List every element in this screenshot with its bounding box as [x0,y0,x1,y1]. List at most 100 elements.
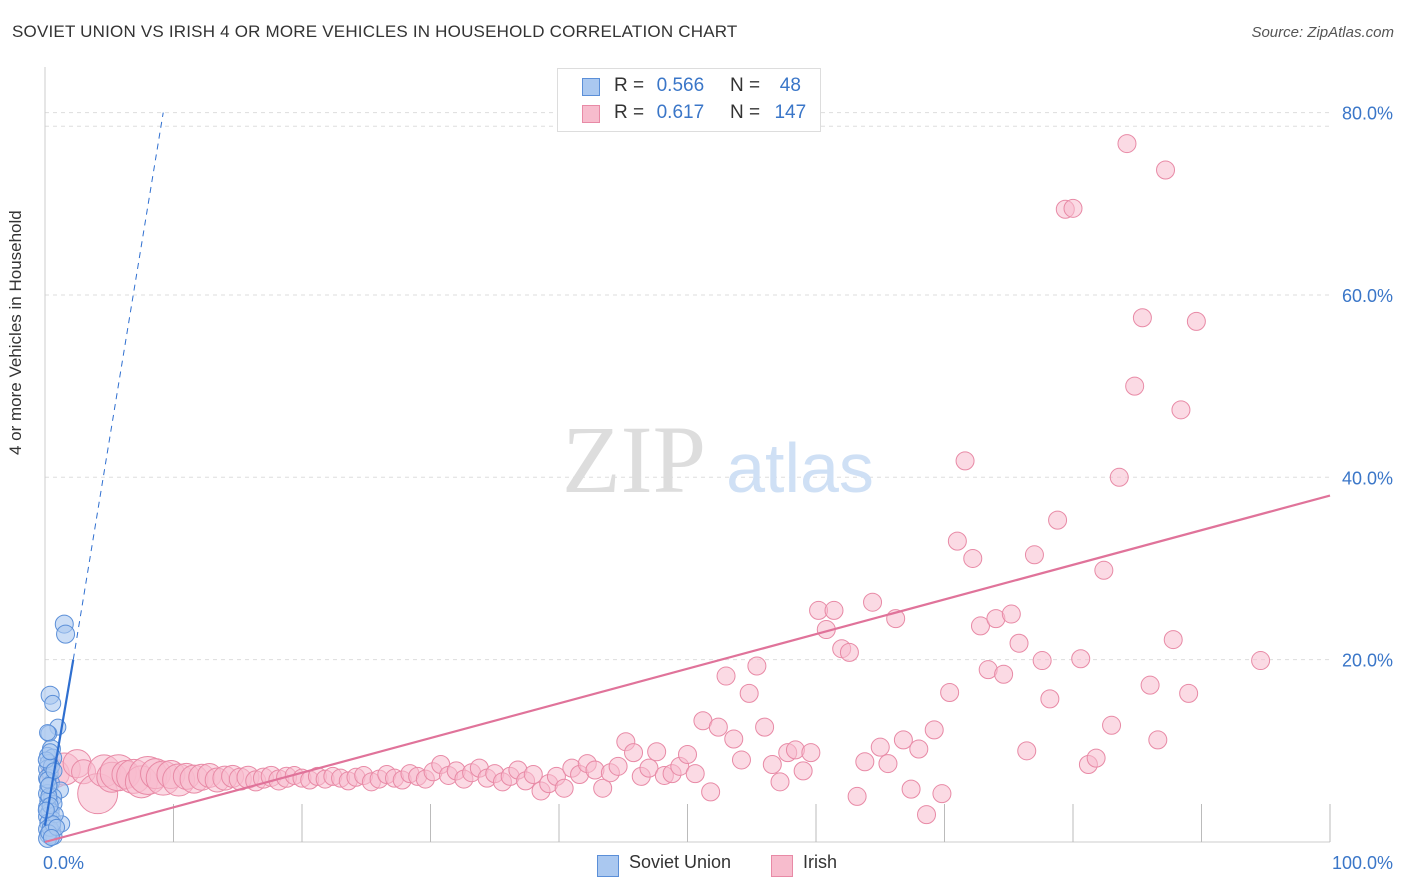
irish-r-value: 0.617 [656,102,705,123]
y-tick-label-3: 80.0% [1342,104,1393,124]
irish-point-87 [724,729,744,749]
source-label: Source: ZipAtlas.com [1251,24,1394,41]
irish-swatch [582,105,600,123]
irish-point-93 [770,772,790,792]
irish-trend-line [44,494,1331,844]
irish-r-label: R = [614,102,645,123]
irish-point-105 [863,592,883,612]
irish-point-69 [585,760,605,780]
irish-point-110 [901,779,921,799]
irish-point-128 [1040,689,1060,709]
irish-point-122 [994,664,1014,684]
irish-point-117 [955,451,975,471]
irish-point-127 [1032,651,1052,671]
irish-point-65 [554,778,574,798]
x-tick-label-1: 100.0% [1332,853,1393,873]
irish-point-134 [1086,748,1106,768]
legend-soviet-swatch [597,855,619,877]
irish-point-61 [523,765,543,785]
soviet-point-3 [44,694,62,712]
stats-legend: R = 0.566 N = 48 R = 0.617 N = 147 [557,68,821,132]
irish-point-142 [1148,730,1168,750]
irish-point-141 [1140,675,1160,695]
irish-point-116 [947,531,967,551]
irish-point-123 [1001,604,1021,624]
irish-point-109 [893,730,913,750]
irish-point-97 [801,743,821,763]
irish-point-72 [608,756,628,776]
soviet-point-44 [39,724,57,742]
axes [44,67,1331,843]
irish-point-113 [924,720,944,740]
irish-point-135 [1094,560,1114,580]
irish-point-146 [1179,683,1199,703]
watermark: ZIP atlas [562,406,874,513]
irish-point-143 [1156,160,1176,180]
irish-point-84 [701,782,721,802]
irish-point-125 [1017,741,1037,761]
legend-soviet-label: Soviet Union [629,852,732,872]
trend-lines [43,112,1331,844]
irish-point-86 [716,666,736,686]
irish-point-104 [855,752,875,772]
irish-point-114 [932,784,952,804]
soviet-r-label: R = [614,75,645,96]
soviet-swatch [582,78,600,96]
irish-point-102 [839,642,859,662]
irish-point-144 [1163,630,1183,650]
irish-point-96 [793,761,813,781]
y-axis-label: 4 or more Vehicles in Household [6,210,25,455]
irish-point-145 [1171,400,1191,420]
irish-point-88 [731,750,751,770]
soviet-trend-extension [72,112,164,660]
irish-point-81 [678,744,697,764]
irish-point-115 [940,682,960,702]
soviet-r-value: 0.566 [656,75,705,96]
series-irish-points [40,134,1271,825]
irish-point-132 [1071,649,1091,669]
irish-point-147 [1186,311,1206,331]
irish-point-119 [970,616,990,636]
irish-point-100 [824,600,844,620]
y-tick-label-1: 40.0% [1342,468,1393,488]
irish-point-77 [647,742,667,762]
irish-point-90 [747,656,767,676]
irish-point-82 [685,764,705,784]
soviet-point-1 [56,624,76,644]
irish-point-85 [708,717,728,737]
irish-point-118 [963,548,983,568]
legend-irish-swatch [771,855,793,877]
series-soviet-points [37,614,76,848]
irish-n-label: N = [729,102,761,123]
irish-point-112 [917,805,937,825]
irish-point-148 [1251,651,1271,671]
irish-point-76 [639,758,659,778]
irish-point-70 [593,778,613,798]
tick-labels: 20.0% 40.0% 60.0% 80.0% 0.0% 100.0% [43,104,1393,873]
irish-point-111 [909,739,929,759]
irish-point-136 [1102,715,1122,735]
y-tick-label-2: 60.0% [1342,286,1393,306]
irish-point-103 [847,786,867,806]
irish-point-139 [1125,376,1145,396]
irish-point-91 [755,717,775,737]
soviet-point-43 [42,828,60,846]
irish-point-107 [878,754,898,774]
irish-n-value: 147 [774,102,807,123]
soviet-n-label: N = [729,75,761,96]
irish-point-126 [1024,545,1044,565]
irish-point-138 [1117,134,1137,154]
irish-point-140 [1132,308,1152,328]
chart-title: SOVIET UNION VS IRISH 4 OR MORE VEHICLES… [12,22,738,41]
x-tick-label-0: 0.0% [43,853,84,873]
irish-point-129 [1048,510,1068,530]
soviet-point-47 [40,776,58,794]
irish-point-74 [624,743,644,763]
y-tick-label-0: 20.0% [1342,651,1393,671]
irish-point-124 [1009,633,1029,653]
irish-point-137 [1109,467,1129,487]
irish-point-92 [762,755,782,774]
watermark-zip: ZIP [562,406,706,513]
irish-point-95 [785,740,805,760]
